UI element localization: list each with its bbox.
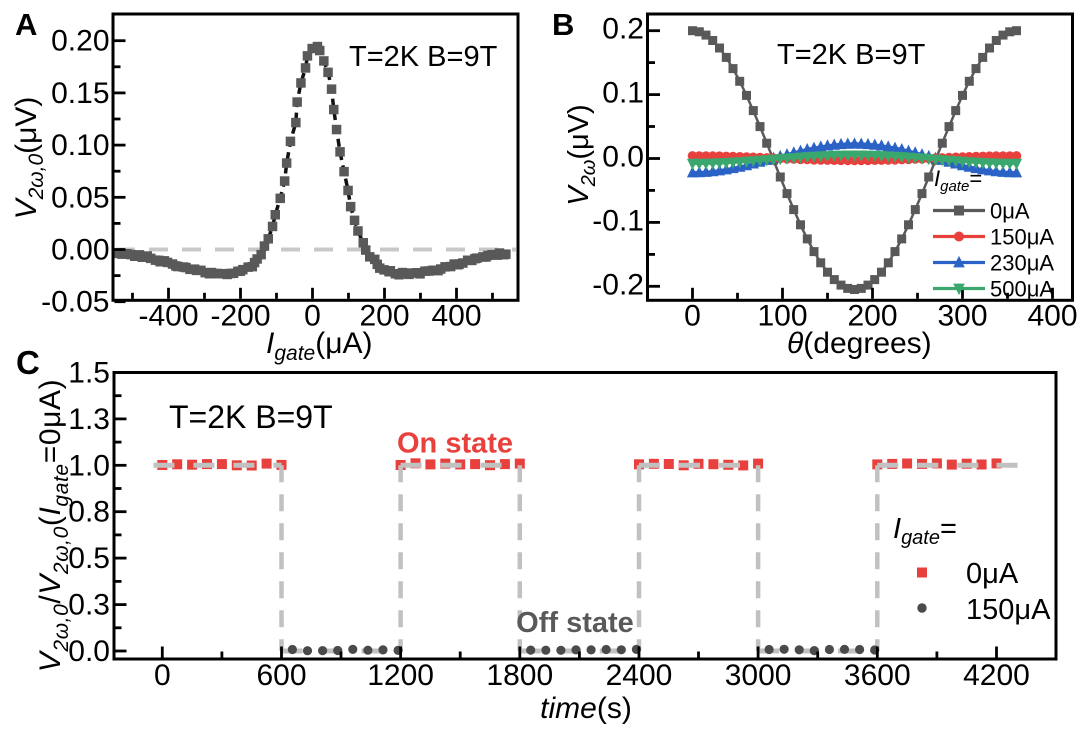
svg-text:0.8: 0.8	[68, 496, 110, 529]
svg-text:A: A	[15, 7, 37, 42]
svg-text:3600: 3600	[844, 659, 911, 692]
svg-text:1200: 1200	[367, 659, 434, 692]
svg-text:400: 400	[1027, 300, 1077, 333]
svg-text:C: C	[16, 344, 40, 381]
svg-text:0.3: 0.3	[68, 589, 110, 622]
svg-text:1800: 1800	[486, 659, 553, 692]
svg-text:θ(degrees): θ(degrees)	[787, 327, 932, 360]
svg-text:0: 0	[684, 300, 701, 333]
svg-text:2400: 2400	[606, 659, 673, 692]
svg-text:0.0: 0.0	[602, 141, 644, 174]
svg-text:time(s): time(s)	[540, 692, 632, 725]
svg-text:150μA: 150μA	[966, 594, 1051, 626]
svg-text:T=2K B=9T: T=2K B=9T	[777, 39, 926, 71]
svg-text:0: 0	[154, 659, 171, 692]
svg-text:500μA: 500μA	[990, 277, 1054, 302]
svg-text:150μA: 150μA	[990, 225, 1054, 250]
svg-text:T=2K B=9T: T=2K B=9T	[169, 399, 333, 435]
svg-text:-0.05: -0.05	[41, 286, 109, 319]
svg-text:0μA: 0μA	[966, 558, 1019, 590]
svg-text:400: 400	[431, 300, 481, 333]
svg-text:Off state: Off state	[516, 607, 634, 639]
svg-text:0.10: 0.10	[51, 129, 109, 162]
svg-text:B: B	[552, 7, 574, 42]
svg-text:4200: 4200	[963, 659, 1030, 692]
svg-text:200: 200	[359, 300, 409, 333]
svg-text:0: 0	[304, 300, 321, 333]
svg-text:3000: 3000	[725, 659, 792, 692]
svg-text:T=2K B=9T: T=2K B=9T	[349, 41, 498, 73]
svg-text:On state: On state	[397, 428, 513, 460]
svg-text:0.1: 0.1	[602, 77, 644, 110]
svg-text:-0.1: -0.1	[592, 204, 644, 237]
svg-text:1.0: 1.0	[68, 449, 110, 482]
svg-text:0.15: 0.15	[51, 77, 109, 110]
svg-text:V2ω,0(μV): V2ω,0(μV)	[10, 97, 48, 220]
svg-text:0.0: 0.0	[68, 635, 110, 668]
svg-text:0.05: 0.05	[51, 181, 109, 214]
svg-text:-400: -400	[138, 300, 198, 333]
svg-text:-0.2: -0.2	[592, 268, 644, 301]
svg-text:0.5: 0.5	[68, 542, 110, 575]
svg-text:0.20: 0.20	[51, 25, 109, 58]
svg-text:230μA: 230μA	[990, 251, 1054, 276]
svg-text:V2ω,0/V2ω,0(Igate=0μA): V2ω,0/V2ω,0(Igate=0μA)	[34, 379, 73, 672]
svg-text:Igate(μA): Igate(μA)	[266, 327, 373, 365]
svg-text:300: 300	[937, 300, 987, 333]
svg-text:200: 200	[847, 300, 897, 333]
svg-text:100: 100	[757, 300, 807, 333]
svg-text:1.3: 1.3	[68, 403, 110, 436]
svg-text:0.00: 0.00	[51, 234, 109, 267]
svg-text:0μA: 0μA	[990, 199, 1030, 224]
svg-text:-200: -200	[210, 300, 270, 333]
svg-text:Igate=: Igate=	[893, 513, 957, 549]
svg-text:V2ω(μV): V2ω(μV)	[563, 104, 600, 205]
svg-text:600: 600	[256, 659, 306, 692]
svg-text:1.5: 1.5	[68, 357, 110, 390]
svg-text:Igate=: Igate=	[934, 166, 982, 195]
svg-text:0.2: 0.2	[602, 13, 644, 46]
